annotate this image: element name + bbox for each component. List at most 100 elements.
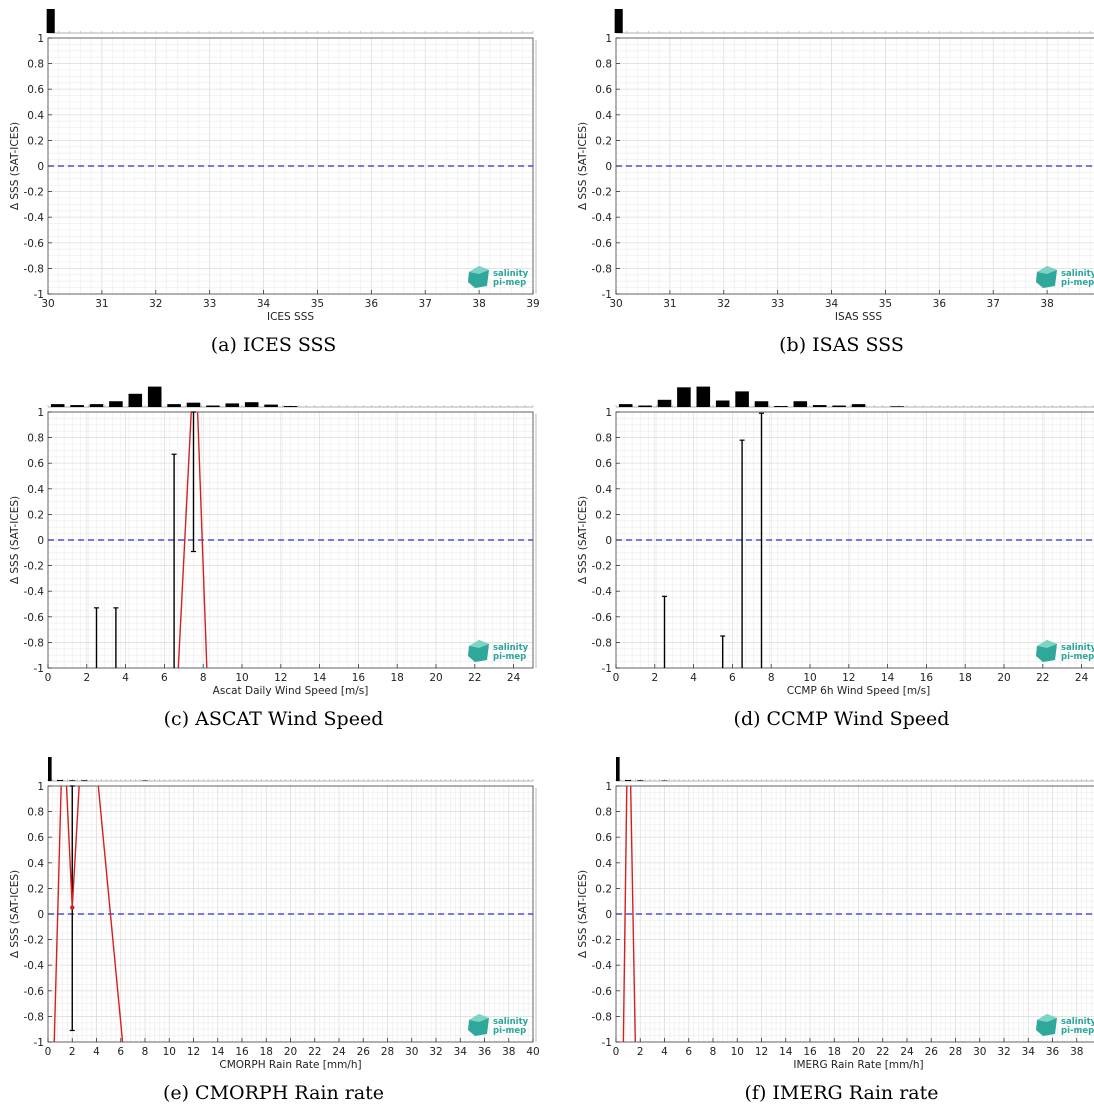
x-tick-label: 28 — [381, 1046, 394, 1058]
x-tick-label: 14 — [313, 672, 327, 684]
y-tick-label: -1 — [602, 663, 612, 675]
histogram — [47, 9, 533, 33]
x-tick-label: 12 — [842, 672, 855, 684]
x-tick-label: 20 — [852, 1046, 865, 1058]
x-tick-label: 8 — [768, 672, 775, 684]
y-tick-label: -0.4 — [592, 212, 613, 224]
y-tick-label: -0.6 — [592, 986, 613, 998]
x-tick-label: 30 — [973, 1046, 986, 1058]
y-tick-label: -0.4 — [24, 586, 45, 598]
x-tick-label: 38 — [1070, 1046, 1083, 1058]
histogram-bar — [832, 406, 846, 407]
y-tick-label: -0.6 — [24, 986, 45, 998]
x-tick-label: 40 — [526, 1046, 539, 1058]
histogram-bar — [57, 780, 63, 781]
histogram-bar — [891, 406, 905, 407]
histogram-bar — [245, 402, 259, 407]
x-tick-label: 36 — [933, 298, 947, 310]
x-tick-label: 18 — [959, 672, 972, 684]
histogram-bar — [735, 391, 749, 407]
y-tick-label: -0.8 — [592, 1011, 613, 1023]
x-tick-label: 6 — [729, 672, 736, 684]
x-tick-label: 28 — [949, 1046, 962, 1058]
y-tick-label: 1 — [37, 33, 44, 45]
x-tick-label: 12 — [187, 1046, 200, 1058]
x-tick-label: 10 — [235, 672, 248, 684]
x-tick-label: 33 — [203, 298, 216, 310]
y-tick-label: 0 — [37, 535, 44, 547]
x-tick-label: 8 — [200, 672, 207, 684]
histogram-bar — [755, 401, 769, 407]
x-tick-label: 31 — [95, 298, 108, 310]
y-axis-label: Δ SSS (SAT-ICES) — [9, 496, 21, 584]
histogram-bar — [70, 405, 84, 407]
chart-panel-f: 0246810121416182022242628303234363840-1-… — [568, 748, 1094, 1120]
y-tick-label: 0 — [605, 161, 612, 173]
x-tick-label: 16 — [920, 672, 934, 684]
histogram-bar — [794, 401, 808, 407]
y-tick-label: -0.8 — [592, 263, 613, 275]
y-tick-label: 0.8 — [595, 59, 612, 71]
y-tick-label: -0.4 — [592, 960, 613, 972]
y-axis-label: Δ SSS (SAT-ICES) — [577, 122, 589, 210]
x-tick-label: 0 — [45, 672, 52, 684]
logo-text-line2: pi-mep — [493, 278, 526, 288]
x-tick-label: 14 — [779, 1046, 793, 1058]
chart-panel-b: 30313233343536373839-1-0.8-0.6-0.4-0.200… — [568, 0, 1094, 372]
histogram-bar — [47, 9, 55, 33]
y-tick-label: 1 — [605, 33, 612, 45]
x-tick-label: 2 — [651, 672, 658, 684]
x-tick-label: 38 — [472, 298, 485, 310]
y-axis-label: Δ SSS (SAT-ICES) — [577, 870, 589, 958]
x-tick-label: 0 — [613, 1046, 620, 1058]
histogram — [48, 757, 533, 781]
histogram-bar — [852, 404, 866, 407]
y-tick-label: -0.6 — [24, 238, 45, 250]
x-tick-label: 30 — [405, 1046, 418, 1058]
y-tick-label: 0.8 — [27, 807, 44, 819]
x-tick-label: 20 — [429, 672, 442, 684]
x-tick-label: 14 — [881, 672, 895, 684]
x-tick-label: 35 — [311, 298, 324, 310]
y-tick-label: -0.8 — [592, 637, 613, 649]
caption-b: (b) ISAS SSS — [568, 334, 1094, 356]
y-tick-label: -1 — [34, 1037, 44, 1049]
y-tick-label: 0.4 — [27, 858, 44, 870]
x-tick-label: 8 — [142, 1046, 149, 1058]
x-axis-label: IMERG Rain Rate [mm/h] — [793, 1059, 923, 1071]
y-tick-label: 0.4 — [595, 484, 612, 496]
x-tick-label: 10 — [163, 1046, 176, 1058]
x-tick-label: 32 — [429, 1046, 442, 1058]
x-tick-label: 39 — [526, 298, 539, 310]
x-tick-label: 12 — [274, 672, 287, 684]
y-tick-label: 0.4 — [27, 484, 44, 496]
histogram-bar — [774, 406, 788, 407]
y-tick-label: 0.6 — [27, 458, 44, 470]
logo-text-line2: pi-mep — [493, 1026, 526, 1036]
x-tick-label: 0 — [613, 672, 620, 684]
histogram-bar — [264, 405, 278, 407]
y-axis-label: Δ SSS (SAT-ICES) — [9, 870, 21, 958]
y-tick-label: -0.2 — [592, 561, 613, 573]
x-tick-label: 10 — [731, 1046, 744, 1058]
y-tick-label: 0.2 — [595, 509, 612, 521]
histogram-bar — [167, 404, 181, 407]
x-tick-label: 26 — [925, 1046, 939, 1058]
x-tick-label: 4 — [690, 672, 697, 684]
x-tick-label: 38 — [502, 1046, 515, 1058]
x-tick-label: 36 — [478, 1046, 492, 1058]
y-tick-label: -0.2 — [24, 561, 45, 573]
y-tick-label: -0.2 — [24, 187, 45, 199]
y-tick-label: -1 — [602, 289, 612, 301]
mean-point — [70, 905, 74, 909]
x-axis-label: ISAS SSS — [835, 311, 882, 323]
caption-d: (d) CCMP Wind Speed — [568, 708, 1094, 730]
histogram-bar — [148, 387, 162, 407]
histogram-bar — [109, 401, 123, 407]
caption-c: (c) ASCAT Wind Speed — [0, 708, 547, 730]
chart-svg-b: 30313233343536373839-1-0.8-0.6-0.4-0.200… — [568, 0, 1094, 330]
